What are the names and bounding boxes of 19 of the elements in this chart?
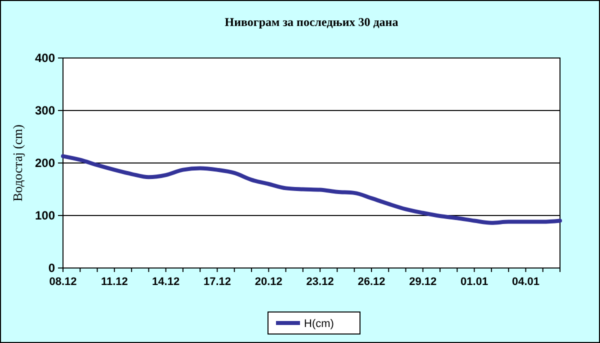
x-tick-label: 20.12	[254, 276, 282, 288]
x-tick-label: 01.01	[460, 276, 488, 288]
x-tick-label: 26.12	[358, 276, 386, 288]
y-tick-label: 400	[34, 51, 56, 66]
y-tick-label: 100	[34, 208, 56, 223]
y-axis-title: Водостај (cm)	[10, 124, 25, 202]
legend-label: H(cm)	[304, 318, 334, 330]
x-tick-label: 14.12	[152, 276, 180, 288]
x-tick-label: 17.12	[203, 276, 232, 288]
x-tick-label: 11.12	[100, 276, 128, 288]
x-tick-label: 08.12	[49, 276, 77, 288]
x-tick-label: 04.01	[512, 276, 540, 288]
line-series	[61, 154, 562, 225]
y-tick-label: 200	[34, 156, 56, 170]
x-tick-label: 23.12	[306, 276, 334, 288]
y-tick-label: 0	[48, 261, 56, 276]
x-tick-label: 29.12	[409, 276, 437, 288]
chart-title: Нивограм за последњих 30 дана	[224, 15, 398, 29]
y-tick-label: 300	[34, 104, 56, 118]
